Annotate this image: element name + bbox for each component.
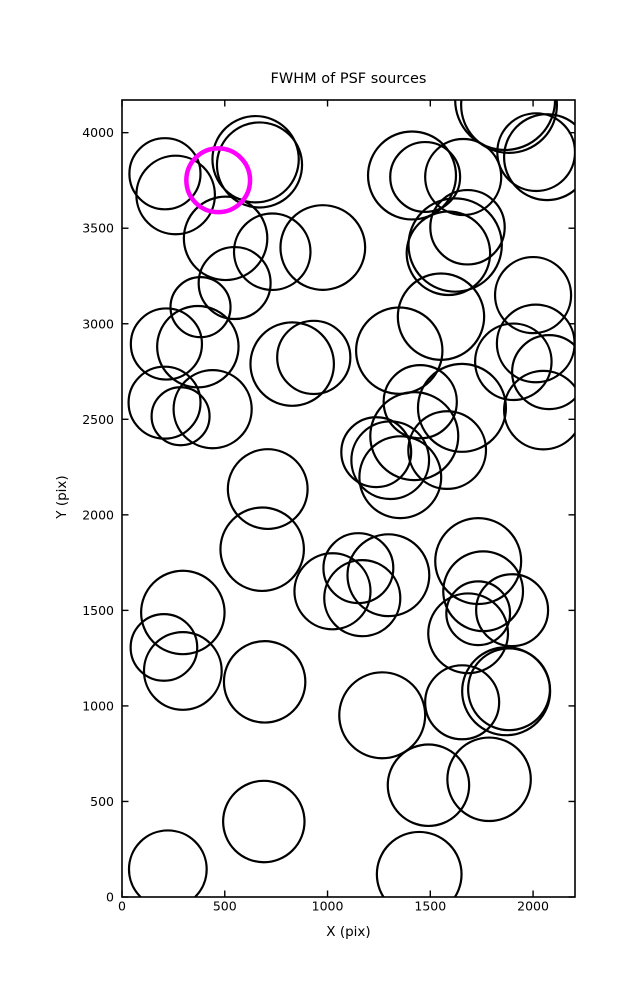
psf-source-circle [445,580,512,647]
psf-source-circle [475,573,550,648]
psf-source-circle [340,416,413,489]
y-tick-label: 500 [90,794,114,809]
psf-source-circle [222,640,307,724]
psf-source-circle [226,448,309,531]
y-tick-label: 1500 [82,603,114,618]
x-tick-label: 2000 [517,899,549,914]
psf-source-circle [276,319,352,396]
y-axis-label: Y (pix) [54,475,70,519]
psf-source-circle [460,100,558,154]
psf-source-circle [503,369,575,451]
psf-source-circle [474,322,553,402]
psf-source-circle [446,736,532,823]
psf-source-circle [424,664,501,741]
psf-source-circle [172,369,253,450]
psf-source-circle [140,569,226,656]
psf-source-circle [232,212,312,292]
psf-source-circle [279,204,367,291]
y-tick-label: 4000 [82,125,114,140]
y-tick-label: 3500 [82,221,114,236]
psf-source-circle [416,362,508,453]
y-tick-label: 3000 [82,316,114,331]
psf-source-circle [493,255,573,335]
psf-source-circle [156,304,240,389]
psf-source-circle [386,743,471,828]
psf-source-circle [219,506,305,593]
psf-source-circle [150,386,211,447]
psf-source-circle [396,272,486,361]
psf-source-circle [222,779,306,864]
psf-source-circle [293,552,372,631]
highlighted-psf-circle [184,146,253,215]
psf-source-circle [323,559,402,638]
psf-source-circle [503,113,575,202]
psf-source-circle [355,306,444,395]
psf-source-circle [407,410,488,491]
psf-source-circle [338,671,427,760]
psf-source-circle [434,517,523,606]
psf-source-circle [405,210,492,297]
psf-source-circle [322,532,395,605]
psf-source-circle [346,533,431,618]
y-tick-label: 2000 [82,507,114,522]
chart-title: FWHM of PSF sources [270,71,427,87]
y-tick-label: 0 [106,890,114,905]
sources-layer [127,100,575,897]
psf-source-circle [182,195,269,282]
psf-source-circle [127,829,208,897]
psf-source-circle [366,130,458,221]
psf-source-circle [135,154,217,236]
psf-source-circle [128,137,202,211]
psf-source-circle [429,188,506,266]
psf-source-circle [129,307,204,381]
psf-source-circle [358,435,443,520]
psf-source-circle [215,121,304,209]
psf-source-circle [389,140,462,214]
psf-source-circle [142,631,223,711]
psf-source-circle [350,420,431,501]
x-tick-label: 1000 [312,899,344,914]
psf-source-circle [127,365,202,440]
psf-source-circle [511,334,575,411]
y-tick-label: 2500 [82,412,114,427]
psf-source-circle [375,830,463,897]
psf-source-circle [427,592,510,675]
x-tick-label: 0 [118,899,126,914]
psf-source-circle [249,321,336,407]
psf-source-circle [369,391,460,482]
psf-source-circle [382,364,458,440]
axes-spines [121,99,576,898]
x-tick-label: 500 [213,899,237,914]
psf-source-circle [211,114,300,204]
x-axis-label: X (pix) [326,924,371,940]
psf-source-circle [424,137,503,217]
psf-source-circle [129,613,199,682]
psf-source-circle [467,647,552,732]
x-tick-label: 1500 [414,899,446,914]
y-tick-label: 1000 [82,698,114,713]
